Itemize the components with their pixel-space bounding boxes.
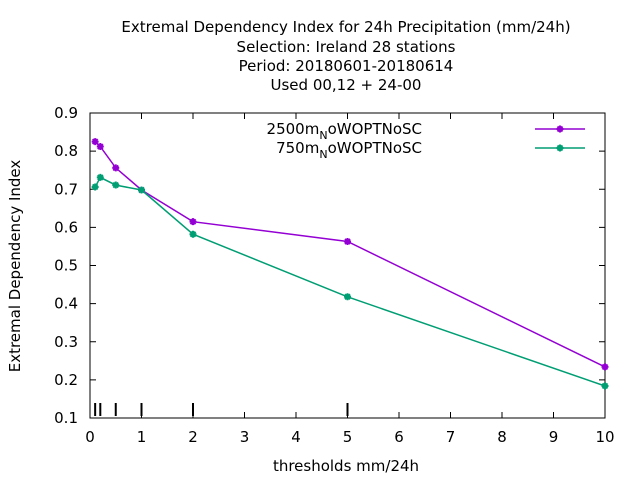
series-1-point bbox=[189, 218, 197, 226]
series-1-point bbox=[112, 164, 120, 172]
x-tick-label: 7 bbox=[446, 428, 456, 446]
legend-label-2-main: 750m bbox=[276, 139, 319, 157]
x-tick-label: 1 bbox=[137, 428, 147, 446]
series-1-point bbox=[344, 237, 351, 245]
threshold-marks bbox=[94, 403, 349, 416]
y-tick-label: 0.7 bbox=[54, 180, 78, 198]
x-tick-label: 9 bbox=[549, 428, 559, 446]
x-axis: 0 1 2 3 4 5 6 7 8 9 10 bbox=[85, 113, 615, 446]
series-1-point bbox=[91, 138, 99, 146]
series-2 bbox=[91, 173, 609, 390]
x-axis-label: thresholds mm/24h bbox=[273, 457, 419, 475]
y-tick-label: 0.2 bbox=[54, 371, 78, 389]
title-line-2: Selection: Ireland 28 stations bbox=[237, 38, 456, 56]
legend-marker-2 bbox=[556, 144, 564, 152]
series-layer bbox=[91, 138, 609, 390]
x-tick-label: 8 bbox=[497, 428, 507, 446]
y-tick-label: 0.1 bbox=[54, 409, 78, 427]
series-2-point bbox=[138, 186, 145, 194]
x-tick-label: 10 bbox=[595, 428, 614, 446]
legend-label-2: 750mNoWOPTNoSC bbox=[276, 139, 422, 161]
legend-label-2-suffix: oWOPTNoSC bbox=[328, 139, 422, 157]
plot-frame bbox=[89, 112, 606, 419]
legend-label-1-main: 2500m bbox=[267, 120, 320, 138]
title-line-1: Extremal Dependency Index for 24h Precip… bbox=[121, 18, 570, 36]
legend-entry-1: 2500mNoWOPTNoSC bbox=[267, 120, 585, 142]
series-1-point bbox=[96, 143, 104, 151]
x-tick-label: 6 bbox=[394, 428, 404, 446]
series-2-point bbox=[189, 230, 197, 238]
y-tick-label: 0.9 bbox=[54, 104, 78, 122]
y-tick-label: 0.6 bbox=[54, 218, 78, 236]
title-line-3: Period: 20180601-20180614 bbox=[239, 57, 454, 75]
y-axis: 0.1 0.2 0.3 0.4 0.5 0.6 0.7 0.8 0.9 bbox=[54, 104, 605, 427]
x-tick-label: 0 bbox=[85, 428, 95, 446]
legend-entry-2: 750mNoWOPTNoSC bbox=[276, 139, 585, 161]
series-2-point bbox=[91, 183, 99, 191]
legend-label-2-sub: N bbox=[319, 148, 327, 161]
y-tick-label: 0.5 bbox=[54, 257, 78, 275]
y-tick-label: 0.3 bbox=[54, 333, 78, 351]
y-axis-label: Extremal Dependency Index bbox=[6, 160, 24, 373]
y-tick-label: 0.4 bbox=[54, 295, 78, 313]
series-1-line bbox=[94, 141, 606, 368]
y-tick-label: 0.8 bbox=[54, 142, 78, 160]
x-tick-label: 4 bbox=[291, 428, 301, 446]
series-1-point bbox=[601, 363, 609, 371]
title-line-4: Used 00,12 + 24-00 bbox=[271, 76, 422, 94]
legend-label-1: 2500mNoWOPTNoSC bbox=[267, 120, 422, 142]
legend-marker-1 bbox=[556, 125, 564, 133]
x-tick-label: 5 bbox=[343, 428, 353, 446]
legend: 2500mNoWOPTNoSC 750mNoWOPTNoSC bbox=[267, 120, 585, 161]
chart-title: Extremal Dependency Index for 24h Precip… bbox=[121, 18, 570, 94]
series-1 bbox=[91, 138, 609, 371]
x-tick-label: 2 bbox=[188, 428, 198, 446]
series-2-point bbox=[112, 181, 120, 189]
legend-label-1-suffix: oWOPTNoSC bbox=[328, 120, 422, 138]
series-2-point bbox=[344, 293, 351, 301]
series-2-point bbox=[601, 382, 609, 390]
legend-label-1-sub: N bbox=[319, 129, 327, 142]
series-2-point bbox=[96, 173, 104, 181]
x-tick-label: 3 bbox=[240, 428, 250, 446]
